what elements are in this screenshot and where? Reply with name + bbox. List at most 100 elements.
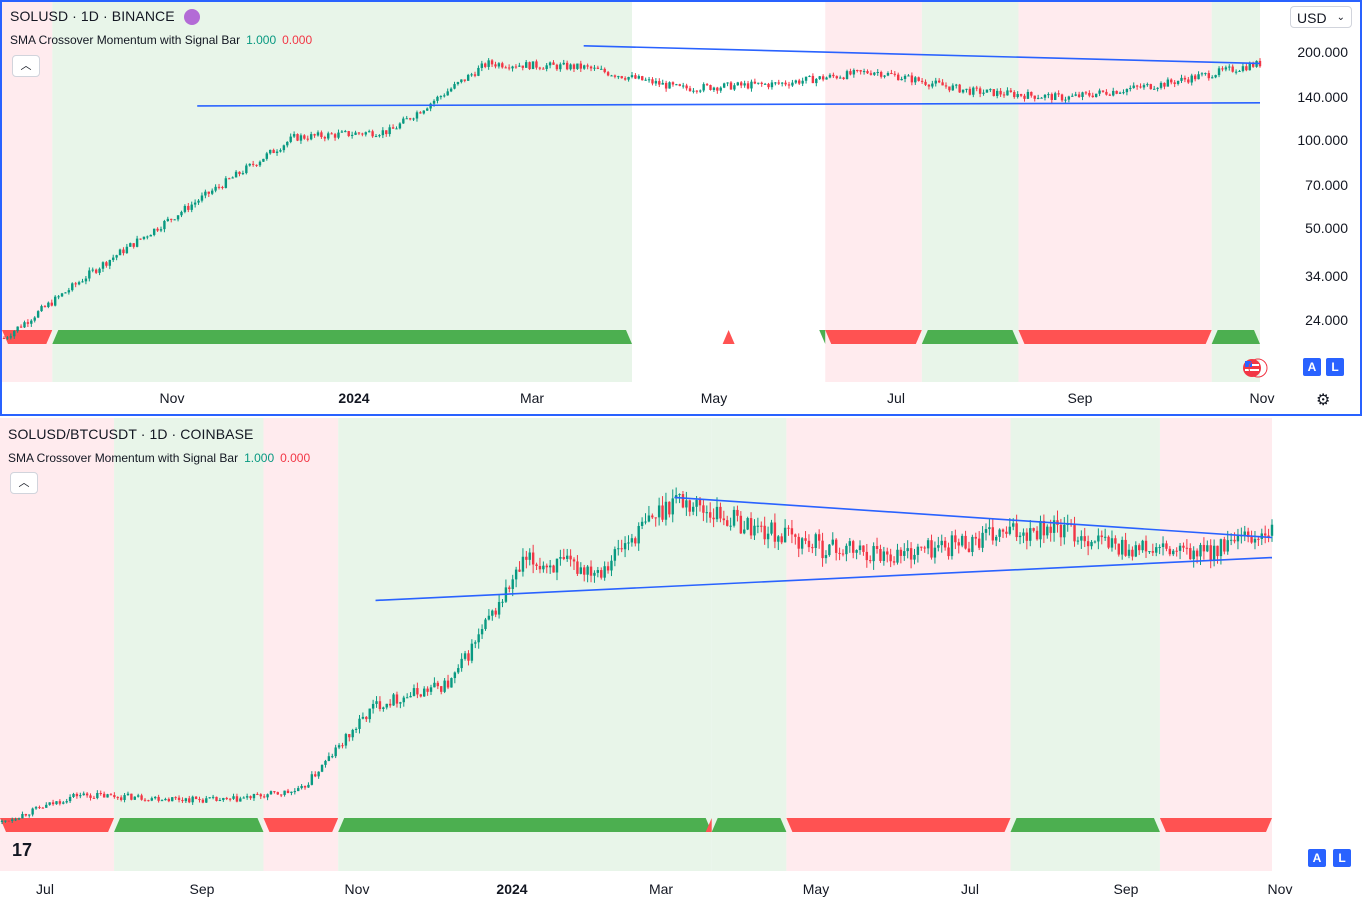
candle-body [81,281,84,283]
candle-body [96,793,99,799]
candle-body [1049,526,1052,533]
candle-body [463,79,466,81]
collapse-legend-button[interactable]: ︿ [12,55,40,77]
candle-body [1008,526,1012,534]
candle-body [374,136,378,138]
candle-body [954,535,957,543]
symbol-legend-2[interactable]: SOLUSD/BTCUSDT · 1D · COINBASE [8,426,253,442]
candle-body [984,529,988,533]
candle-body [286,790,290,793]
candle-body [41,807,45,809]
candle-body [900,78,903,81]
chart-pane-solbtc[interactable]: SOLUSD/BTCUSDT · 1D · COINBASE SMA Cross… [0,418,1362,909]
candle-body [157,796,160,801]
candle-body [1195,550,1199,557]
symbol-legend[interactable]: SOLUSD · 1D · BINANCE [10,8,200,25]
candle-body [238,171,241,175]
candle-body [709,85,712,90]
candle-body [763,525,766,540]
candle-body [831,539,834,545]
indicator-legend[interactable]: SMA Crossover Momentum with Signal Bar 1.… [10,33,312,47]
indicator-legend-2[interactable]: SMA Crossover Momentum with Signal Bar 1.… [8,451,310,465]
candle-body [306,138,309,140]
candle-body [555,64,559,70]
log-scale-button[interactable]: L [1326,358,1344,376]
candle-body [924,81,927,85]
price-tick-label: 34.000 [1305,268,1348,284]
candle-body [395,694,399,704]
candle-body [443,95,446,97]
candle-body [791,82,794,86]
candle-body [688,500,691,512]
candle-body [187,205,190,210]
candle-body [477,67,480,76]
candle-body [960,535,964,546]
candle-body [872,546,875,562]
candle-body [801,80,804,84]
candle-body [1185,547,1189,549]
price-plot-area[interactable] [2,2,1287,382]
time-tick-label: May [700,390,728,406]
candle-body [691,506,695,512]
candle-body [746,518,749,530]
candle-body [201,799,205,803]
candle-body [405,697,409,699]
candle-body [661,82,664,85]
alert-icon[interactable] [184,9,200,25]
candle-body [1238,70,1241,72]
candle-body [565,62,569,70]
candle-body [324,760,327,765]
candle-body [242,797,245,799]
candle-body [200,195,204,201]
candle-body [249,796,252,799]
candle-body [154,796,157,799]
candle-body [818,76,821,79]
candle-body [398,123,402,129]
candle-body [193,202,197,205]
candle-body [225,797,228,799]
candle-body [757,82,760,84]
candle-body [971,536,974,552]
candle-body [48,802,51,805]
collapse-legend-button-2[interactable]: ︿ [10,472,38,494]
candle-body [1083,536,1086,542]
candle-body [951,85,955,91]
candle-body [811,75,815,84]
price-plot-area-2[interactable] [0,418,1285,871]
candle-body [1023,95,1026,99]
settings-icon[interactable]: ⚙ [1316,392,1331,409]
candle-body [45,804,48,808]
candle-body [289,136,292,142]
chart-pane-solusd[interactable]: SOLUSD · 1D · BINANCE SMA Crossover Mome… [0,0,1362,416]
currency-select[interactable]: USD ⌄ [1290,6,1352,28]
candle-body [674,495,678,499]
candle-body [1001,529,1005,532]
auto-scale-button-2[interactable]: A [1308,849,1326,867]
auto-scale-button[interactable]: A [1303,358,1321,376]
log-scale-button-2[interactable]: L [1333,849,1351,867]
indicator-value-2: 0.000 [282,33,313,47]
candle-body [79,795,82,797]
candle-body [419,112,422,114]
candle-body [21,813,24,819]
candle-body [283,790,286,795]
candle-body [368,708,371,720]
candle-body [327,133,330,139]
candle-body [436,96,439,101]
candle-body [409,695,412,698]
candle-body [215,796,218,801]
candle-body [1118,92,1122,94]
candle-body [998,529,1001,537]
candle-body [309,134,313,140]
candle-body [760,525,763,527]
candle-body [542,68,545,70]
candle-body [1138,545,1141,551]
candle-body [712,87,716,90]
candle-body [600,570,603,578]
candle-body [1214,75,1217,78]
candle-body [105,262,108,266]
indicator-value-1: 1.000 [246,33,277,47]
candle-body [815,78,818,84]
candle-body [344,131,347,133]
candle-body [118,249,122,256]
